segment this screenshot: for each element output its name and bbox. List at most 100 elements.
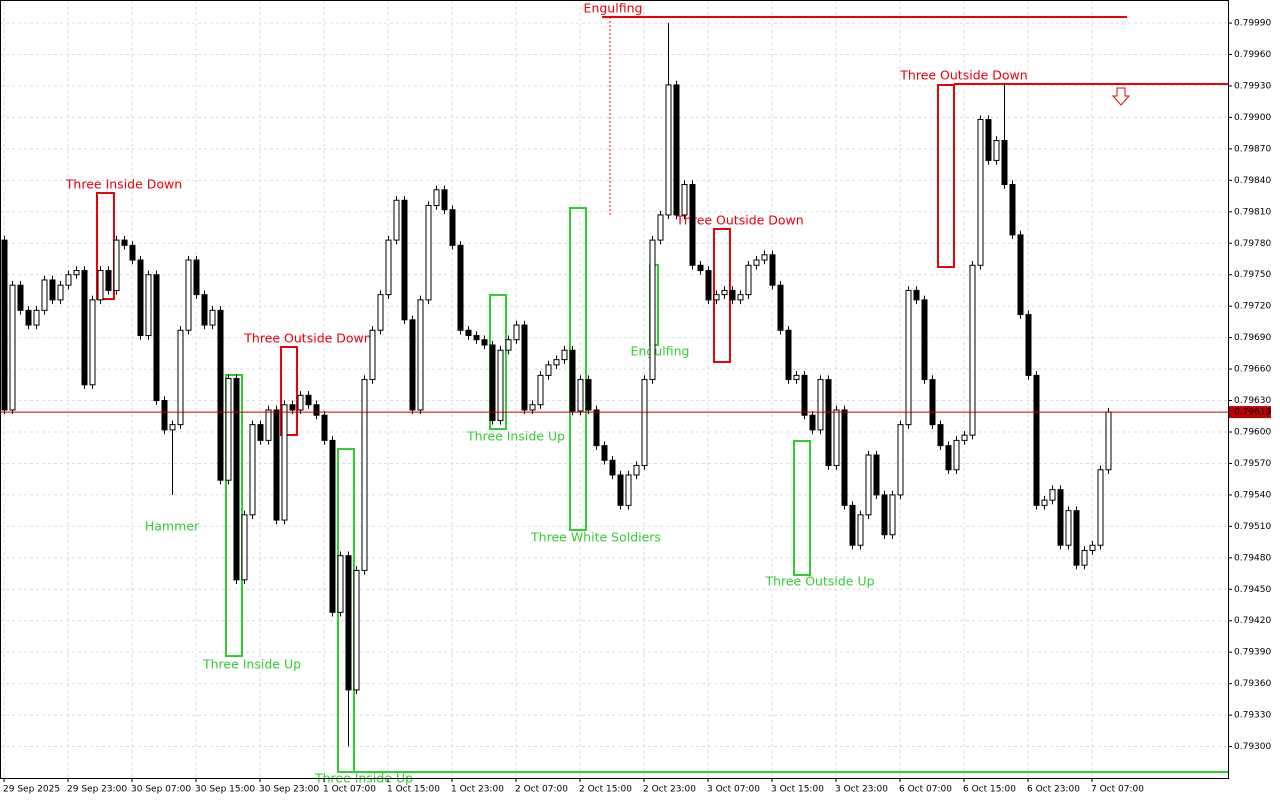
candle-body	[65, 274, 72, 286]
pattern-label: Hammer	[145, 519, 200, 534]
candle-body	[737, 294, 744, 301]
candle-body	[9, 284, 16, 411]
candle-body	[857, 514, 864, 546]
candle-body	[689, 184, 696, 266]
y-tick-label: 0.79330	[1234, 711, 1271, 721]
candle-body	[313, 404, 320, 416]
candle-body	[297, 394, 304, 411]
candle-body	[561, 349, 568, 361]
x-tick-label: 3 Oct 23:00	[835, 785, 888, 795]
candle-body	[385, 239, 392, 296]
candle-body	[545, 364, 552, 376]
candle-body	[785, 329, 792, 381]
pattern-label: Three Outside Down	[899, 68, 1027, 83]
last-price-label: 0.79619	[1234, 408, 1271, 418]
candle-body	[177, 329, 184, 426]
x-tick-label: 3 Oct 15:00	[771, 785, 824, 795]
axes: 0.79990 0.79960 0.79930 0.79900 0.79870 0.798…	[3, 19, 1271, 795]
pattern-box	[937, 84, 955, 268]
candle-body	[921, 299, 928, 381]
candle-body	[553, 359, 560, 366]
candle-body	[1105, 411, 1112, 471]
candle-body	[153, 274, 160, 402]
y-tick-label: 0.79390	[1234, 648, 1271, 658]
y-tick-label: 0.79480	[1234, 553, 1271, 563]
pattern-label: Three White Soldiers	[530, 530, 661, 545]
y-tick-label: 0.79810	[1234, 207, 1271, 217]
candle-body	[777, 284, 784, 331]
candle-body	[1009, 184, 1016, 236]
candle-body	[97, 270, 104, 301]
pattern-box	[280, 346, 298, 436]
candle-body	[953, 439, 960, 471]
candle-body	[593, 409, 600, 447]
candle-body	[393, 199, 400, 241]
candle-body	[665, 84, 672, 216]
candle-body	[673, 84, 680, 216]
candle-body	[433, 189, 440, 207]
candle-body	[49, 279, 56, 301]
candle-body	[745, 264, 752, 296]
candle-body	[425, 205, 432, 301]
last-price-tag	[1229, 406, 1271, 419]
y-tick-label: 0.79750	[1234, 270, 1271, 280]
candle-body	[1057, 489, 1064, 546]
candle-body	[17, 284, 24, 311]
candle-body	[401, 199, 408, 321]
candle-body	[1041, 499, 1048, 506]
candle-body	[977, 119, 984, 266]
candle-body	[961, 434, 968, 441]
candle-body	[377, 294, 384, 331]
y-tick-label: 0.79870	[1234, 144, 1271, 154]
candle-body	[201, 294, 208, 326]
candle-body	[225, 378, 232, 481]
candle-body	[617, 474, 624, 506]
candle-body	[1089, 544, 1096, 551]
candle-body	[121, 239, 128, 246]
y-tick-label: 0.79450	[1234, 585, 1271, 595]
candle-body	[681, 184, 688, 216]
y-tick-label: 0.79840	[1234, 176, 1271, 186]
candle-body	[657, 214, 664, 241]
candle-body	[289, 404, 296, 411]
x-tick-label: 2 Oct 07:00	[515, 785, 568, 795]
candle-body	[841, 409, 848, 506]
candle-body	[57, 284, 64, 301]
candle-body	[137, 259, 144, 337]
candle-body	[769, 254, 776, 286]
candle-body	[881, 494, 888, 536]
candle-body	[41, 279, 48, 311]
candle-body	[905, 289, 912, 426]
grid	[0, 0, 1228, 778]
candle-body	[705, 270, 712, 301]
candle-body	[193, 259, 200, 296]
candle-body	[465, 329, 472, 337]
candle-body	[1017, 234, 1024, 316]
candle-body	[337, 555, 344, 613]
candle-body	[169, 424, 176, 431]
y-tick-label: 0.79900	[1234, 113, 1271, 123]
candle-body	[257, 424, 264, 441]
candle-body	[969, 264, 976, 436]
candle-body	[25, 309, 32, 326]
y-tick-label: 0.79780	[1234, 239, 1271, 249]
candle-body	[353, 569, 360, 691]
pattern-label: Three Inside Up	[202, 657, 301, 672]
y-tick-label: 0.79990	[1234, 19, 1271, 29]
candle-body	[321, 414, 328, 441]
x-tick-label: 1 Oct 23:00	[451, 785, 504, 795]
candle-body	[849, 504, 856, 546]
candle-body	[609, 459, 616, 476]
candle-body	[1081, 549, 1088, 566]
pattern-label: Three Inside Down	[65, 177, 182, 192]
candle-body	[945, 445, 952, 471]
candle-body	[1065, 510, 1072, 546]
candle-body	[761, 254, 768, 261]
candle-body	[1, 239, 8, 411]
pattern-label: Three Outside Down	[675, 213, 803, 228]
pattern-label: Three Outside Down	[243, 331, 371, 346]
candle-body	[345, 555, 352, 691]
candle-body	[449, 209, 456, 246]
pattern-label: Three Outside Up	[764, 574, 874, 589]
